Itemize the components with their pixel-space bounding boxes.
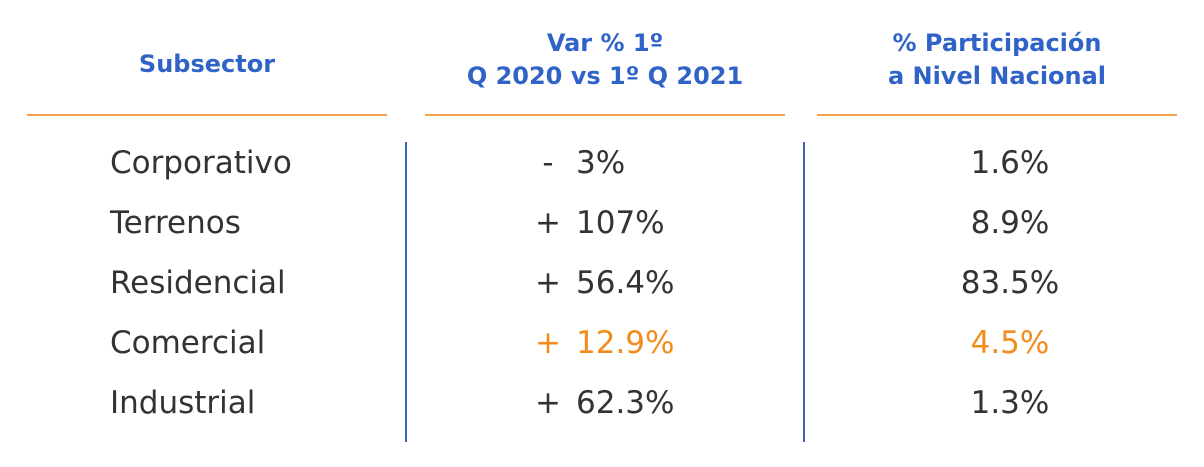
header: Var % 1º Q 2020 vs 1º Q 2021 [425,27,785,93]
national-share: 1.6% [970,145,1050,181]
header: Subsector [27,48,387,81]
header-rule [425,114,785,116]
header-line: Q 2020 vs 1º Q 2021 [466,62,744,90]
variation-value: 107% [576,205,665,241]
header-rule [817,114,1177,116]
national-share: 4.5% [970,325,1050,361]
variation-sign: - [542,145,554,181]
variation-value: 3% [576,145,626,181]
national-share: 1.3% [970,385,1050,421]
subsector: Industrial [110,385,256,421]
variation-sign: + [535,205,561,241]
header: % Participación a Nivel Nacional [817,27,1177,93]
variation-value: 62.3% [576,385,675,421]
subsector: Comercial [110,325,266,361]
subsector: Residencial [110,265,286,301]
header-line: Var % 1º [546,29,664,57]
header-line: % Participación [892,29,1102,57]
variation-sign: + [535,325,561,361]
header-line: Subsector [138,50,276,78]
column-divider [405,142,407,442]
variation-value: 12.9% [576,325,675,361]
column-divider [803,142,805,442]
header-line: a Nivel Nacional [887,62,1107,90]
header-rule [27,114,387,116]
subsector: Corporativo [110,145,292,181]
national-share: 83.5% [960,265,1060,301]
subsector: Terrenos [110,205,241,241]
variation-sign: + [535,385,561,421]
variation-sign: + [535,265,561,301]
national-share: 8.9% [970,205,1050,241]
variation-value: 56.4% [576,265,675,301]
